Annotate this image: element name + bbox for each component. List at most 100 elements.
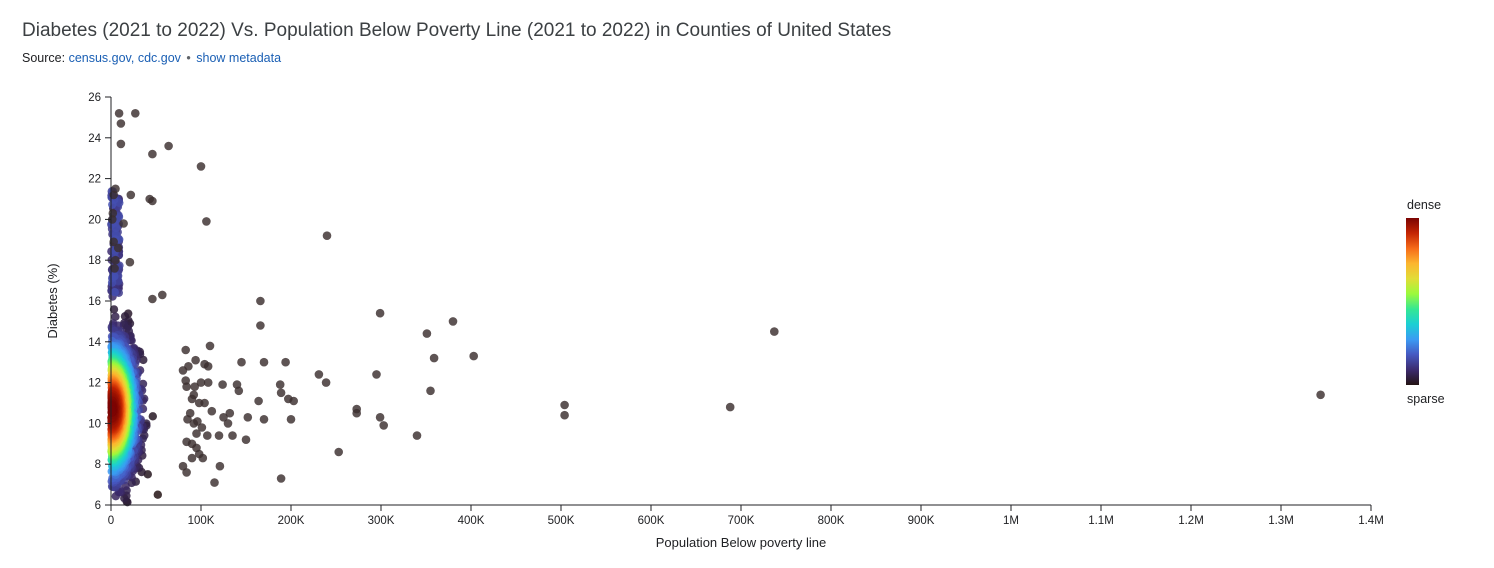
scatter-point[interactable] (198, 453, 208, 463)
scatter-point[interactable] (181, 345, 190, 355)
scatter-point[interactable] (187, 439, 197, 449)
scatter-point[interactable] (243, 413, 253, 422)
scatter-point[interactable] (126, 190, 136, 200)
scatter-point[interactable] (469, 351, 479, 361)
x-tick-label: 1.4M (1358, 515, 1384, 527)
source-prefix: Source: (22, 51, 66, 65)
scatter-point[interactable] (375, 413, 385, 422)
scatter-point[interactable] (190, 382, 199, 392)
scatter-point[interactable] (275, 380, 285, 389)
scatter-point[interactable] (334, 447, 344, 457)
scatter-point[interactable] (111, 255, 120, 265)
scatter-point[interactable] (314, 370, 324, 379)
scatter-point[interactable] (131, 109, 140, 118)
scatter-point[interactable] (422, 329, 432, 338)
scatter-point[interactable] (214, 431, 224, 440)
scatter-point[interactable] (219, 413, 228, 422)
scatter-point[interactable] (412, 431, 422, 440)
scatter-point[interactable] (148, 196, 157, 206)
scatter-point[interactable] (187, 394, 197, 404)
show-metadata-link[interactable]: show metadata (196, 51, 282, 65)
scatter-point[interactable] (158, 290, 167, 300)
scatter-point[interactable] (448, 317, 458, 326)
scatter-point[interactable] (276, 388, 286, 398)
scatter-point[interactable] (256, 296, 265, 306)
scatter-point[interactable] (116, 139, 126, 149)
scatter-point[interactable] (113, 243, 123, 253)
scatter-point[interactable] (203, 378, 213, 387)
scatter-point[interactable] (148, 294, 157, 304)
scatter-point[interactable] (185, 408, 195, 418)
scatter-point[interactable] (225, 408, 235, 418)
density-cloud (107, 187, 162, 507)
scatter-point[interactable] (191, 355, 200, 365)
scatter-point[interactable] (205, 341, 215, 351)
scatter-point[interactable] (108, 215, 117, 224)
scatter-point[interactable] (281, 357, 290, 367)
y-tick-label: 26 (88, 92, 101, 104)
scatter-point[interactable] (352, 408, 362, 418)
scatter-point[interactable] (110, 264, 119, 273)
source-links[interactable]: census.gov, cdc.gov (68, 51, 181, 65)
scatter-point[interactable] (241, 435, 251, 445)
scatter-point[interactable] (182, 382, 191, 392)
legend-sparse-label: sparse (1407, 392, 1445, 406)
x-tick-label: 1.2M (1178, 515, 1204, 527)
scatter-point[interactable] (429, 353, 439, 363)
scatter-point[interactable] (178, 461, 188, 471)
scatter-point[interactable] (286, 415, 296, 424)
scatter-point[interactable] (196, 378, 206, 387)
scatter-point[interactable] (228, 431, 237, 440)
scatter-point[interactable] (197, 423, 207, 432)
y-tick-label: 6 (95, 500, 101, 512)
scatter-point[interactable] (207, 406, 217, 416)
scatter-point[interactable] (259, 357, 269, 367)
scatter-point[interactable] (223, 419, 233, 428)
scatter-point[interactable] (148, 149, 157, 159)
scatter-point[interactable] (234, 386, 244, 396)
scatter-point[interactable] (725, 402, 735, 412)
scatter-point[interactable] (196, 162, 206, 171)
scatter-point[interactable] (321, 378, 331, 387)
scatter-point[interactable] (256, 321, 265, 330)
scatter-point[interactable] (237, 357, 246, 367)
scatter-point[interactable] (254, 396, 263, 406)
scatter-point[interactable] (182, 468, 191, 477)
density-point (148, 412, 157, 421)
scatter-point[interactable] (203, 431, 212, 440)
scatter-point[interactable] (276, 474, 286, 483)
scatter-point[interactable] (192, 429, 201, 438)
scatter-point[interactable] (116, 119, 126, 128)
scatter-point[interactable] (109, 237, 118, 247)
scatter-point[interactable] (164, 141, 173, 151)
scatter-point[interactable] (379, 421, 389, 430)
scatter-point[interactable] (372, 370, 381, 379)
x-tick-label: 1.3M (1268, 515, 1294, 527)
scatter-point[interactable] (203, 362, 213, 371)
scatter-point[interactable] (322, 231, 332, 240)
scatter-point[interactable] (1316, 390, 1325, 400)
scatter-point[interactable] (202, 217, 211, 226)
scatter-point[interactable] (125, 257, 135, 267)
scatter-point[interactable] (114, 109, 124, 118)
scatter-point[interactable] (210, 478, 219, 487)
scatter-point[interactable] (770, 327, 779, 336)
scatter-point[interactable] (259, 415, 269, 424)
scatter-point[interactable] (218, 380, 227, 389)
scatter-point[interactable] (119, 219, 128, 228)
y-tick-label: 18 (88, 255, 101, 267)
y-tick-label: 20 (88, 214, 101, 226)
scatter-point[interactable] (187, 453, 197, 463)
scatter-point[interactable] (560, 400, 569, 410)
scatter-point[interactable] (109, 190, 118, 200)
scatter-point[interactable] (193, 417, 202, 426)
scatter-point[interactable] (375, 308, 385, 318)
scatter-point[interactable] (289, 396, 299, 406)
scatter-point[interactable] (215, 461, 225, 471)
x-tick-label: 500K (548, 515, 575, 527)
scatter-point[interactable] (178, 366, 188, 375)
scatter-point[interactable] (200, 398, 209, 408)
y-axis-label: Diabetes (%) (45, 263, 60, 338)
scatter-point[interactable] (426, 386, 435, 396)
scatter-point[interactable] (560, 410, 569, 420)
